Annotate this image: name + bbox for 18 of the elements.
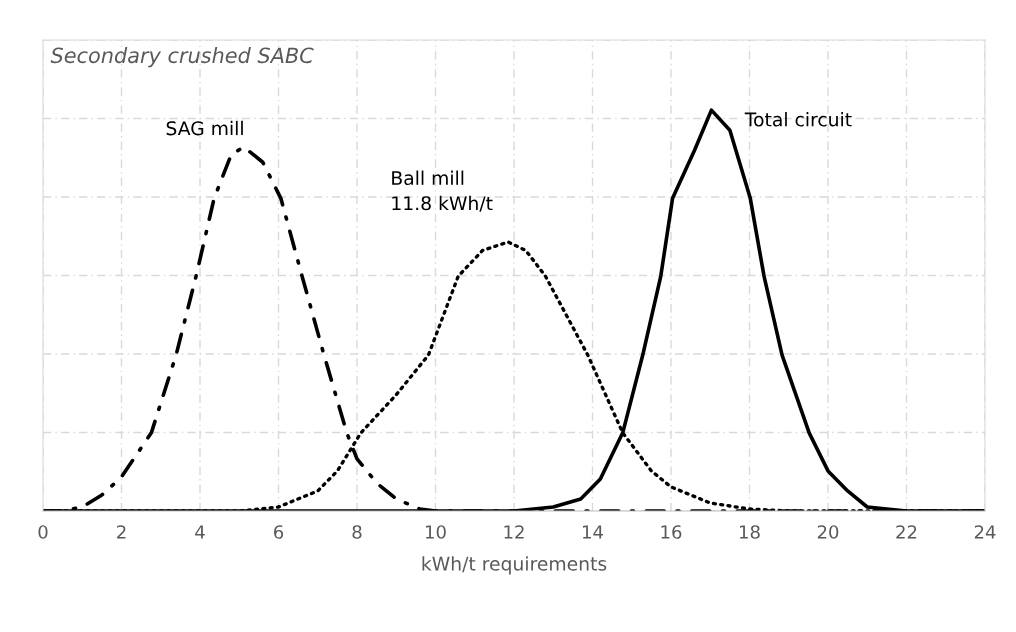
series-label: Total circuit [744, 112, 852, 127]
series-label: SAG mill [166, 120, 243, 136]
x-axis-title: kWh/t requirements [422, 556, 607, 575]
x-tick-label: 20 [817, 525, 839, 539]
x-tick-label: 16 [661, 525, 682, 539]
series-label: Ball mill 11.8 kWh/t [392, 170, 493, 212]
x-tick-label: 18 [740, 525, 760, 539]
x-tick-label: 6 [274, 525, 284, 539]
x-tick-label: 24 [974, 525, 996, 539]
chart-title: Secondary crushed SABC [50, 47, 314, 68]
x-tick-label: 14 [583, 525, 603, 539]
x-tick-label: 2 [117, 525, 126, 539]
x-tick-label: 4 [195, 525, 205, 539]
x-tick-label: 22 [896, 525, 917, 539]
x-tick-label: 10 [426, 525, 446, 539]
x-tick-label: 0 [38, 525, 48, 539]
x-tick-label: 12 [504, 525, 524, 539]
x-tick-label: 8 [352, 525, 362, 539]
